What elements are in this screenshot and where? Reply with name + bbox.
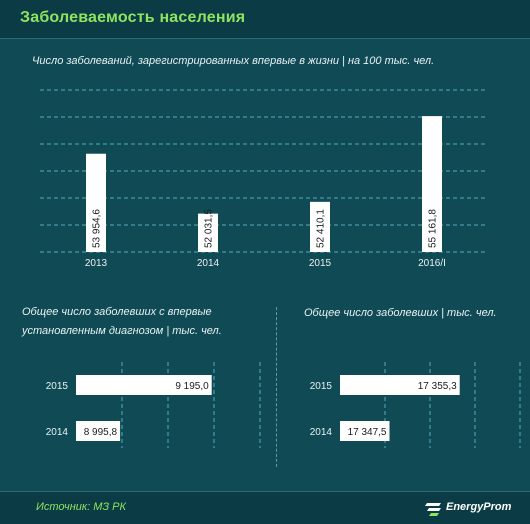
right-bar-value-label: 17 347,5 — [348, 427, 387, 438]
main-bar-value-label: 52 031,5 — [204, 209, 215, 248]
left-bar-value-label: 8 995,8 — [84, 427, 118, 438]
main-bar — [310, 201, 330, 252]
main-bar-value-label: 52 410,1 — [316, 209, 327, 248]
main-chart-title: Число заболеваний, зарегистрированных вп… — [32, 55, 435, 67]
main-x-tick-label: 2014 — [197, 258, 220, 269]
left-bar — [76, 375, 212, 395]
right-panel-title: Общее число заболевших | тыс. чел. — [304, 304, 497, 323]
footer-bar: Источник: МЗ РК EnergyProm — [0, 491, 530, 524]
right-panel-title-line-1: Общее число заболевших | тыс. чел. — [304, 307, 497, 319]
right-bar-value-label: 17 355,3 — [418, 381, 457, 392]
header-bar: Заболеваемость населения — [0, 0, 530, 39]
main-bar — [422, 116, 442, 252]
main-bar — [198, 213, 218, 252]
source-note: Источник: МЗ РК — [36, 501, 126, 513]
main-bar-chart: 53 954,6 2013 52 031,5 2014 52 410,1 2015 55 1… — [40, 89, 488, 269]
page-title: Заболеваемость населения — [20, 9, 246, 26]
left-bar-value-label: 9 195,0 — [175, 381, 209, 392]
left-panel-title: Общее число заболевших с впервые установ… — [22, 303, 222, 341]
main-bar — [86, 153, 106, 252]
main-bar-value-label: 55 161,8 — [428, 209, 439, 248]
left-bar — [76, 421, 121, 441]
left-panel-title-line-2: установленным диагнозом | тыс. чел. — [22, 325, 222, 337]
main-x-tick-label: 2015 — [309, 258, 332, 269]
left-y-tick-label: 2014 — [46, 427, 69, 438]
left-bar-chart: 9 195,0 2015 8 995,8 2014 — [46, 362, 261, 448]
panel-divider — [276, 307, 277, 467]
right-bar-chart: 17 355,3 2015 17 347,5 2014 — [310, 362, 521, 448]
right-bar — [340, 375, 460, 395]
main-x-tick-label: 2013 — [85, 258, 108, 269]
right-bar — [340, 421, 390, 441]
left-panel-title-line-1: Общее число заболевших с впервые — [22, 306, 212, 318]
right-y-tick-label: 2015 — [310, 381, 333, 392]
right-y-tick-label: 2014 — [310, 427, 333, 438]
main-x-tick-label: 2016/I — [418, 258, 446, 269]
left-y-tick-label: 2015 — [46, 381, 69, 392]
brand-name: EnergyProm — [446, 501, 512, 513]
main-bar-value-label: 53 954,6 — [92, 209, 103, 248]
energyprom-logo-icon — [425, 503, 441, 516]
